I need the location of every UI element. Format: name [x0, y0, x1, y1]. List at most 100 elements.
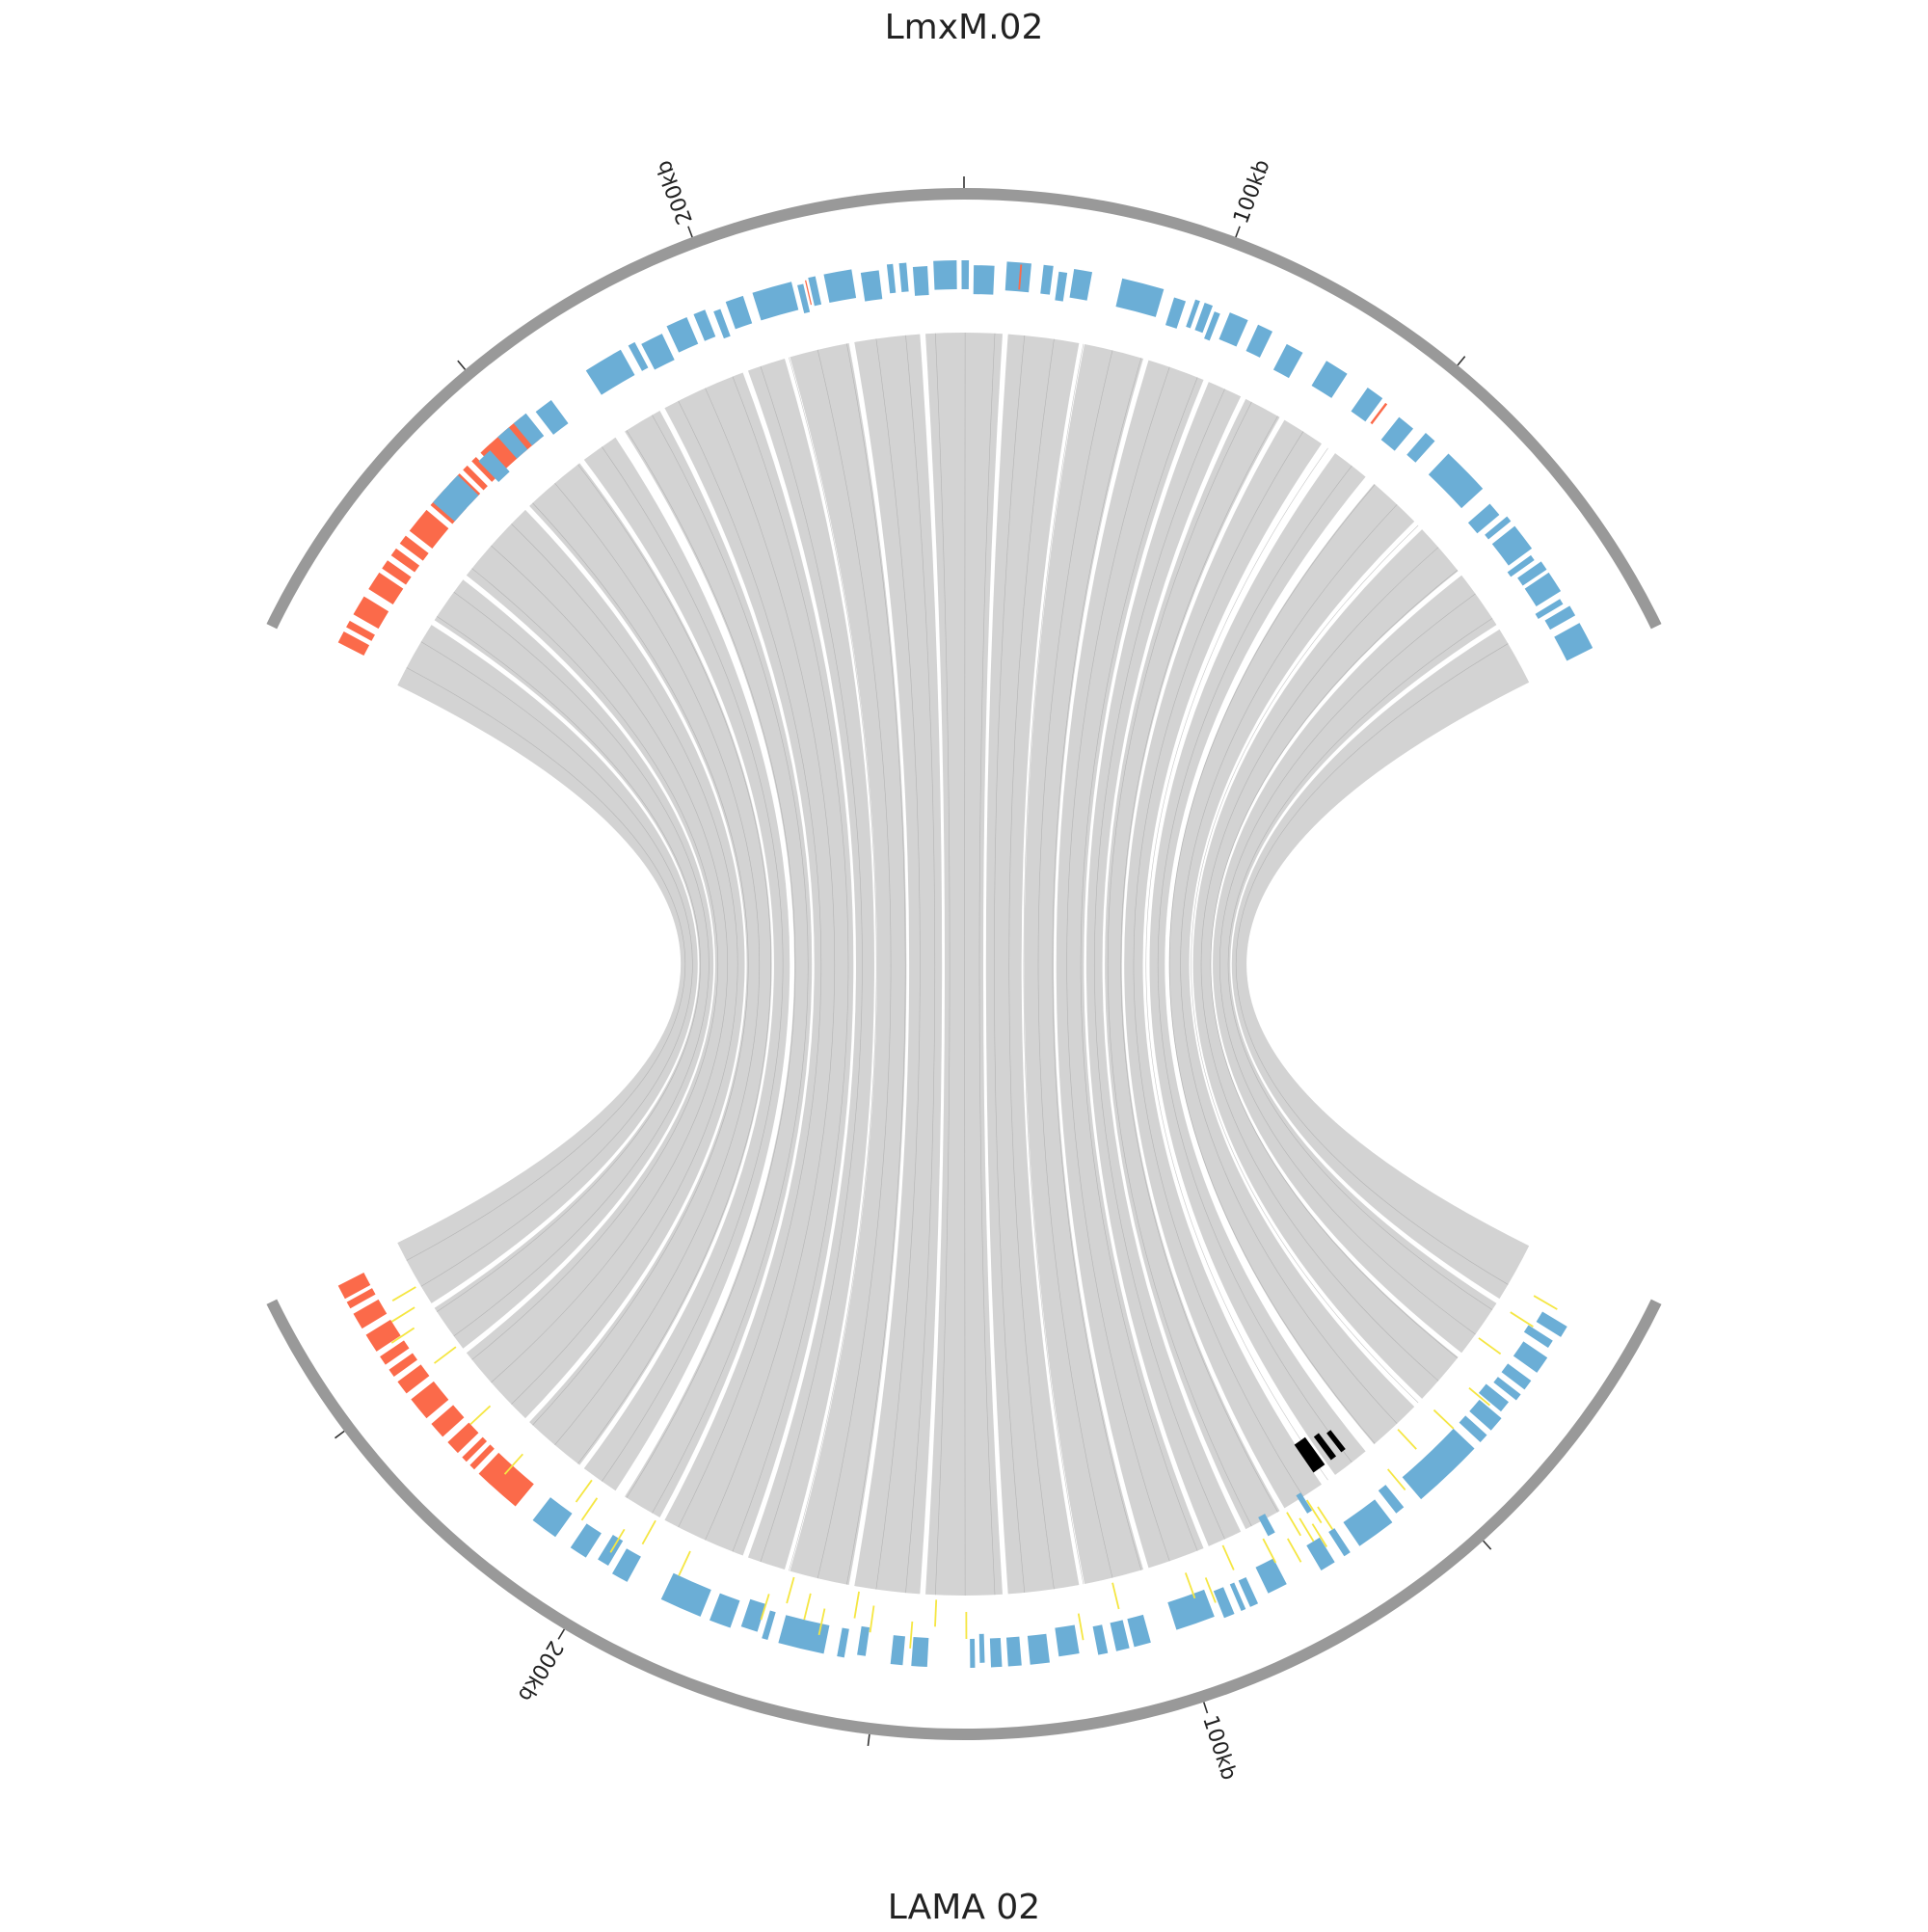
gene-block [961, 260, 969, 289]
gene-block [899, 262, 909, 292]
tick-label: 100kb [1197, 1712, 1241, 1783]
gene-block [823, 269, 856, 303]
gene-block [933, 260, 957, 290]
gene-block [1429, 453, 1483, 508]
gene-block [1343, 1499, 1392, 1545]
variant-tick [1318, 1507, 1332, 1529]
gene-block [1165, 298, 1186, 329]
variant-tick [1534, 1296, 1557, 1309]
variant-tick [1433, 1410, 1453, 1429]
tick-label: 100kb [1229, 156, 1274, 227]
gene-block [861, 270, 882, 301]
gene-block [990, 1638, 1003, 1667]
gene-block [1127, 1615, 1151, 1647]
gene-block [713, 309, 731, 338]
gene-block [1218, 312, 1247, 346]
gene-block [1028, 1634, 1050, 1665]
gene-block [1554, 623, 1593, 660]
variant-tick [1186, 1572, 1195, 1597]
gene-block [411, 1382, 448, 1418]
gene-block [891, 1635, 905, 1665]
gene-block [354, 597, 389, 630]
gene-block [1381, 417, 1413, 451]
variant-tick [1287, 1513, 1300, 1536]
gene-block [974, 265, 995, 295]
variant-tick [576, 1480, 592, 1502]
gene-block [1055, 272, 1067, 302]
tick-label: 200kb [513, 1636, 568, 1705]
variant-tick [1479, 1338, 1501, 1354]
tick-mark [335, 1431, 345, 1437]
variant-tick [470, 1406, 490, 1424]
gene-block [887, 264, 896, 293]
gene-block [970, 1639, 975, 1668]
gene-block [857, 1626, 870, 1656]
gene-block [726, 296, 752, 329]
gene-block [762, 1610, 775, 1640]
gene-block [533, 1497, 573, 1537]
tick-mark [558, 1629, 564, 1639]
tick-mark [1458, 357, 1465, 365]
gene-block-inner [1258, 1514, 1275, 1536]
tick-mark [458, 361, 466, 369]
gene-block [1255, 1558, 1286, 1593]
gene-block [586, 350, 635, 395]
gene-block [1005, 261, 1031, 292]
gene-block [479, 1453, 534, 1507]
synteny-links [397, 333, 1529, 1596]
gene-block [710, 1594, 739, 1628]
gene-block [661, 1573, 711, 1617]
gene-block [1328, 1528, 1351, 1556]
variant-tick [935, 1599, 936, 1626]
variant-tick [1288, 1539, 1301, 1562]
gene-block [1306, 1538, 1334, 1570]
variant-tick [1388, 1469, 1406, 1489]
variant-tick [870, 1605, 874, 1632]
variant-tick [1299, 1518, 1314, 1542]
gene-block [1513, 1341, 1547, 1372]
tick-mark [868, 1734, 869, 1746]
variant-tick [1511, 1312, 1534, 1327]
gene-block [1006, 1637, 1022, 1667]
variant-tick [1112, 1583, 1119, 1609]
gene-block [536, 400, 569, 435]
variant-tick [679, 1551, 690, 1575]
gene-block [1403, 1429, 1475, 1499]
chromosome-title-top: LmxM.02 [885, 8, 1044, 47]
gene-block [1312, 361, 1348, 398]
variant-tick [910, 1622, 912, 1649]
tick-mark [1484, 1541, 1491, 1549]
chromosome-title-bottom: LAMA 02 [888, 1888, 1040, 1927]
gene-block [1115, 279, 1164, 317]
variant-tick [435, 1347, 456, 1363]
gene-block [1214, 1587, 1235, 1618]
variant-tick [391, 1307, 415, 1322]
variant-tick [854, 1592, 859, 1619]
tick-label: 200kb [652, 157, 697, 228]
gene-block [666, 317, 698, 353]
tick-mark [688, 227, 692, 237]
variant-tick [392, 1287, 415, 1301]
gene-block [837, 1628, 849, 1658]
tick-mark [1236, 227, 1240, 237]
gene-block [1111, 1620, 1130, 1650]
gene-block [1055, 1624, 1079, 1656]
gene-block [571, 1523, 602, 1557]
gene-block [1406, 433, 1434, 463]
gene-block [911, 1637, 928, 1667]
variant-tick [1398, 1430, 1416, 1449]
gene-block [693, 309, 715, 340]
variant-tick [787, 1577, 793, 1603]
gene-block [1167, 1590, 1215, 1630]
variant-tick [642, 1520, 656, 1543]
gene-block [433, 475, 478, 522]
variant-tick [1222, 1545, 1233, 1570]
gene-block [1246, 325, 1273, 358]
variant-tick [804, 1594, 811, 1620]
variant-tick [1079, 1614, 1084, 1641]
variant-tick [582, 1498, 598, 1520]
gene-block [1273, 344, 1303, 378]
gene-block [979, 1634, 985, 1663]
